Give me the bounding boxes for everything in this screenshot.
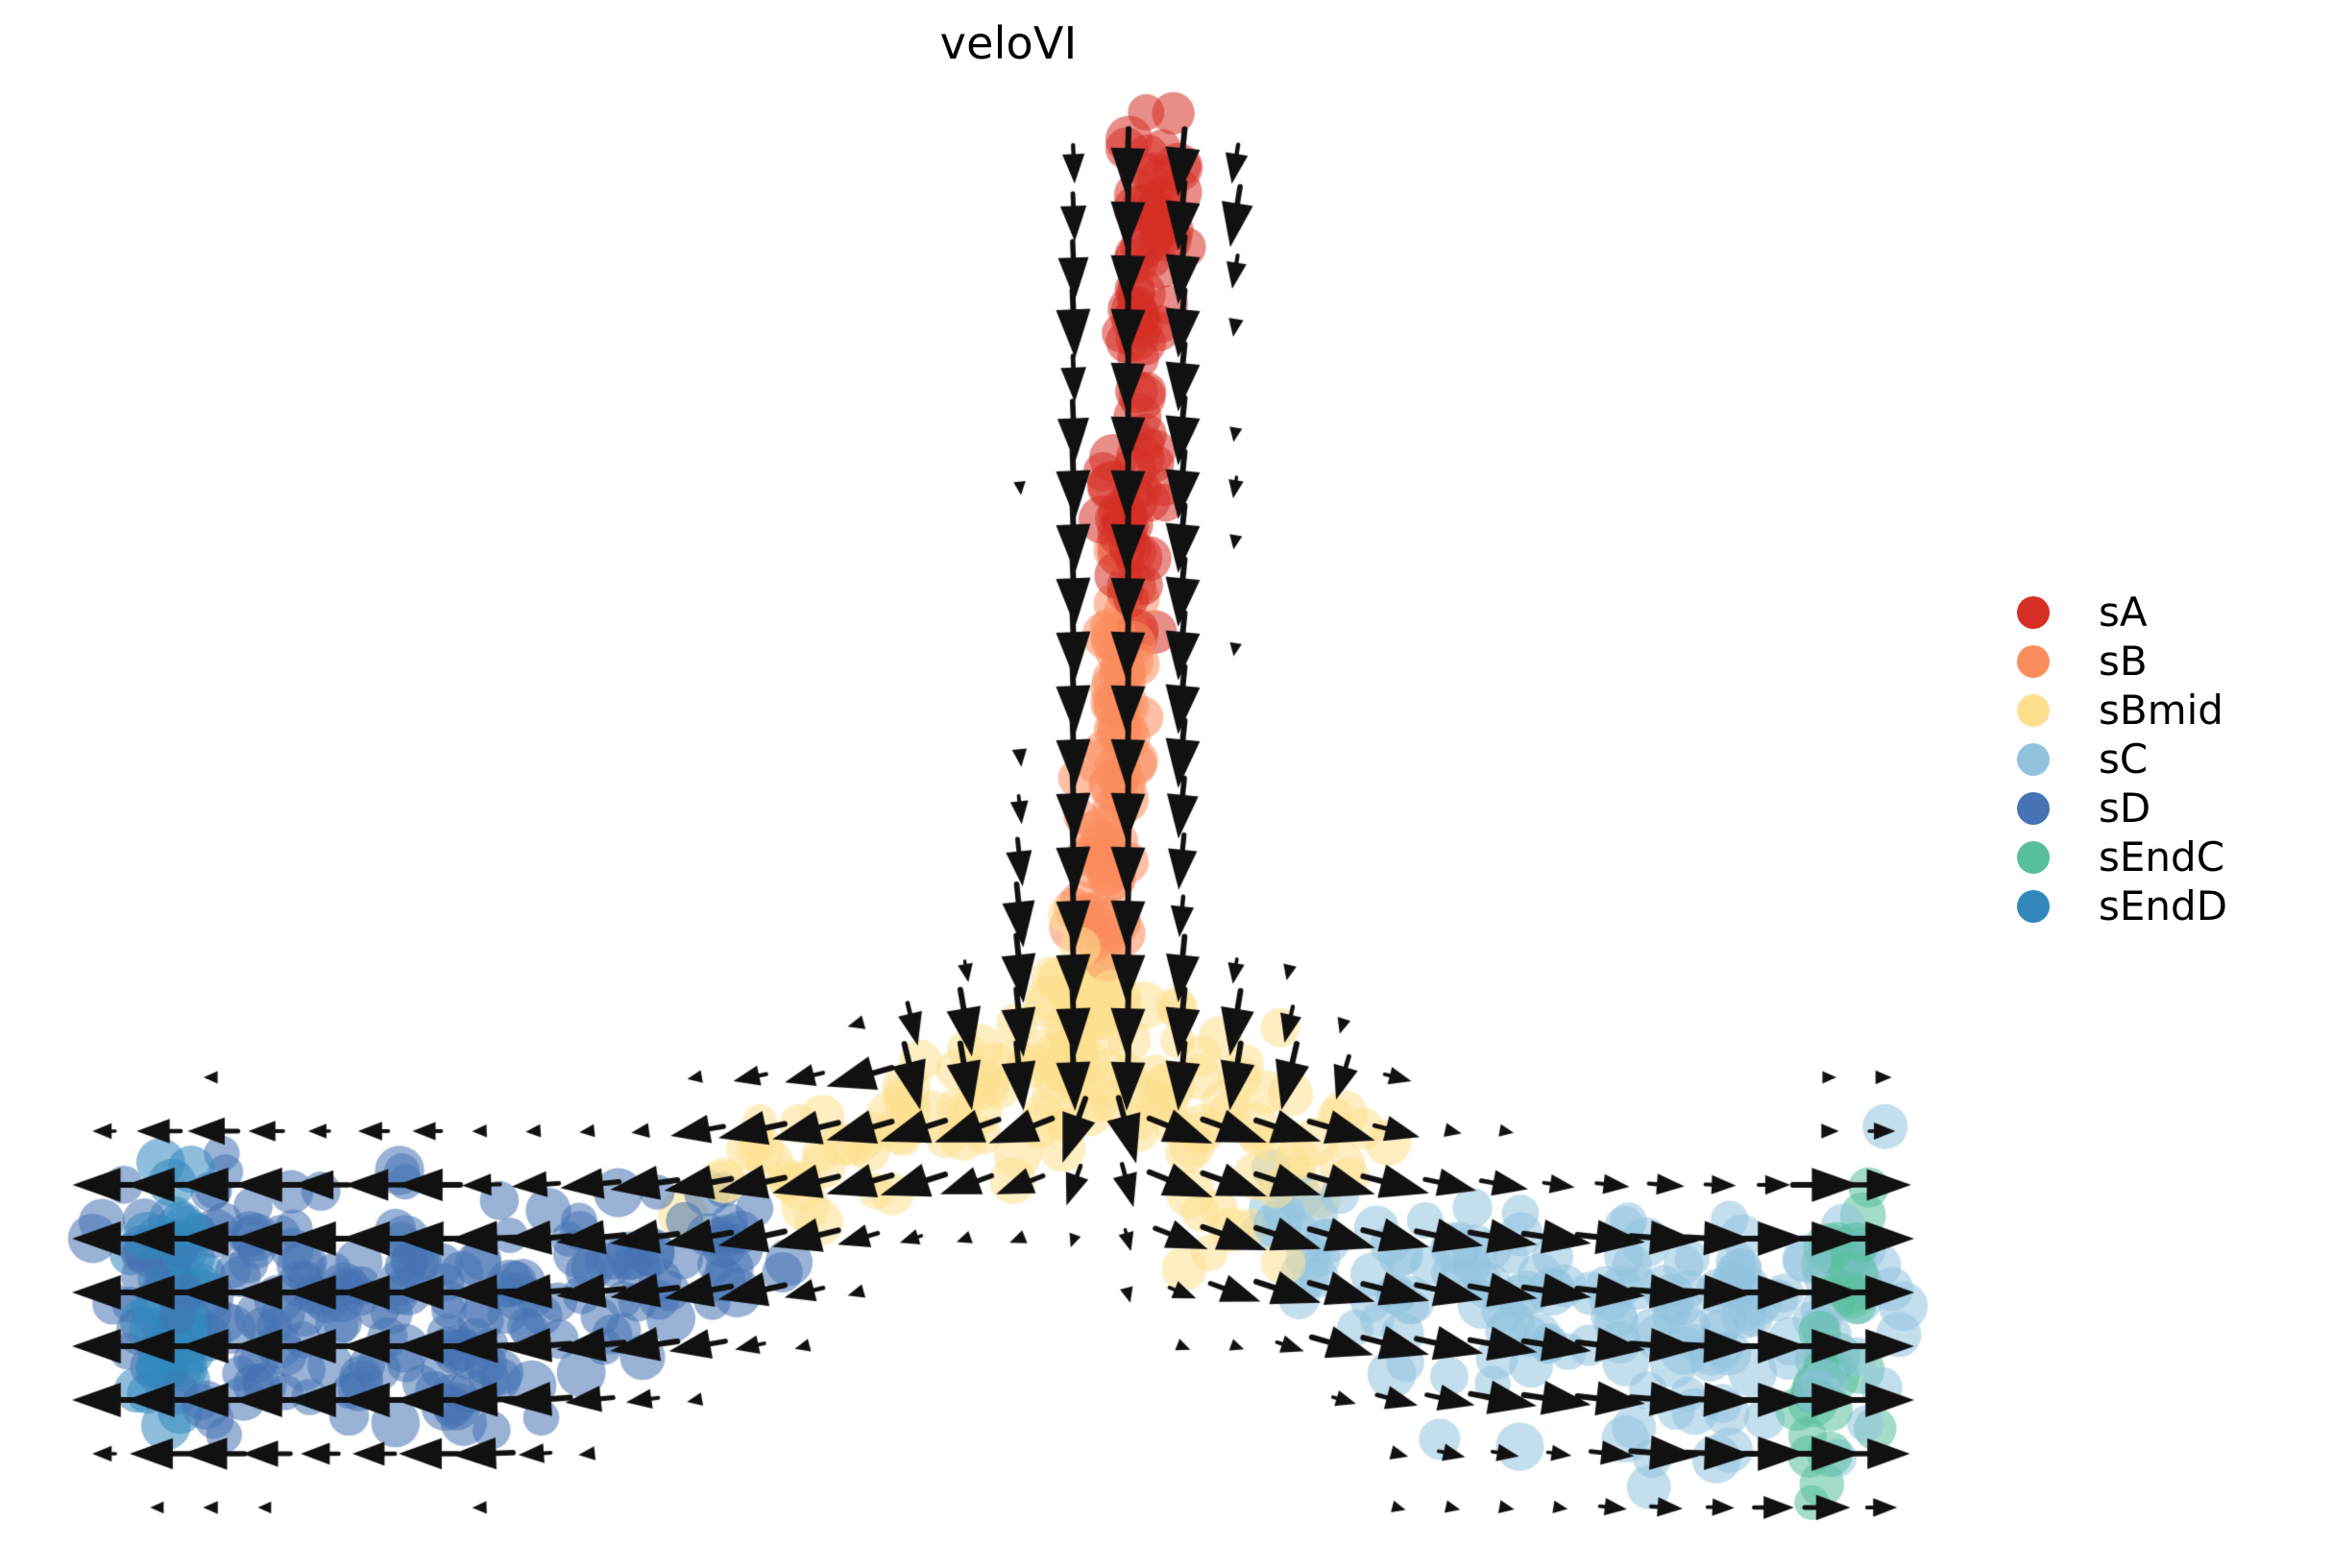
scatter-plot-axes (0, 0, 1998, 1568)
legend-swatch-icon (2017, 742, 2050, 776)
legend-item-sc[interactable]: sC (2017, 735, 2324, 784)
velocity-arrow-layer (0, 0, 1998, 1568)
legend-item-label: sD (2099, 784, 2151, 832)
legend-item-sb[interactable]: sB (2017, 637, 2324, 686)
legend-swatch-icon (2017, 644, 2050, 678)
legend-item-label: sBmid (2099, 686, 2223, 734)
legend-item-label: sC (2099, 735, 2149, 783)
legend: sA sB sBmid sC sD sEndC sEndD (2017, 588, 2324, 930)
legend-swatch-icon (2017, 595, 2050, 629)
legend-swatch-icon (2017, 791, 2050, 825)
legend-item-label: sA (2099, 588, 2148, 636)
legend-item-sbmid[interactable]: sBmid (2017, 686, 2324, 735)
legend-item-sendd[interactable]: sEndD (2017, 881, 2324, 930)
legend-swatch-icon (2017, 693, 2050, 727)
legend-item-label: sB (2099, 637, 2148, 685)
legend-swatch-icon (2017, 889, 2050, 923)
legend-item-label: sEndC (2099, 832, 2225, 880)
legend-item-sa[interactable]: sA (2017, 588, 2324, 637)
legend-item-sd[interactable]: sD (2017, 784, 2324, 832)
legend-item-sendc[interactable]: sEndC (2017, 832, 2324, 881)
legend-swatch-icon (2017, 840, 2050, 874)
legend-item-label: sEndD (2099, 881, 2228, 929)
